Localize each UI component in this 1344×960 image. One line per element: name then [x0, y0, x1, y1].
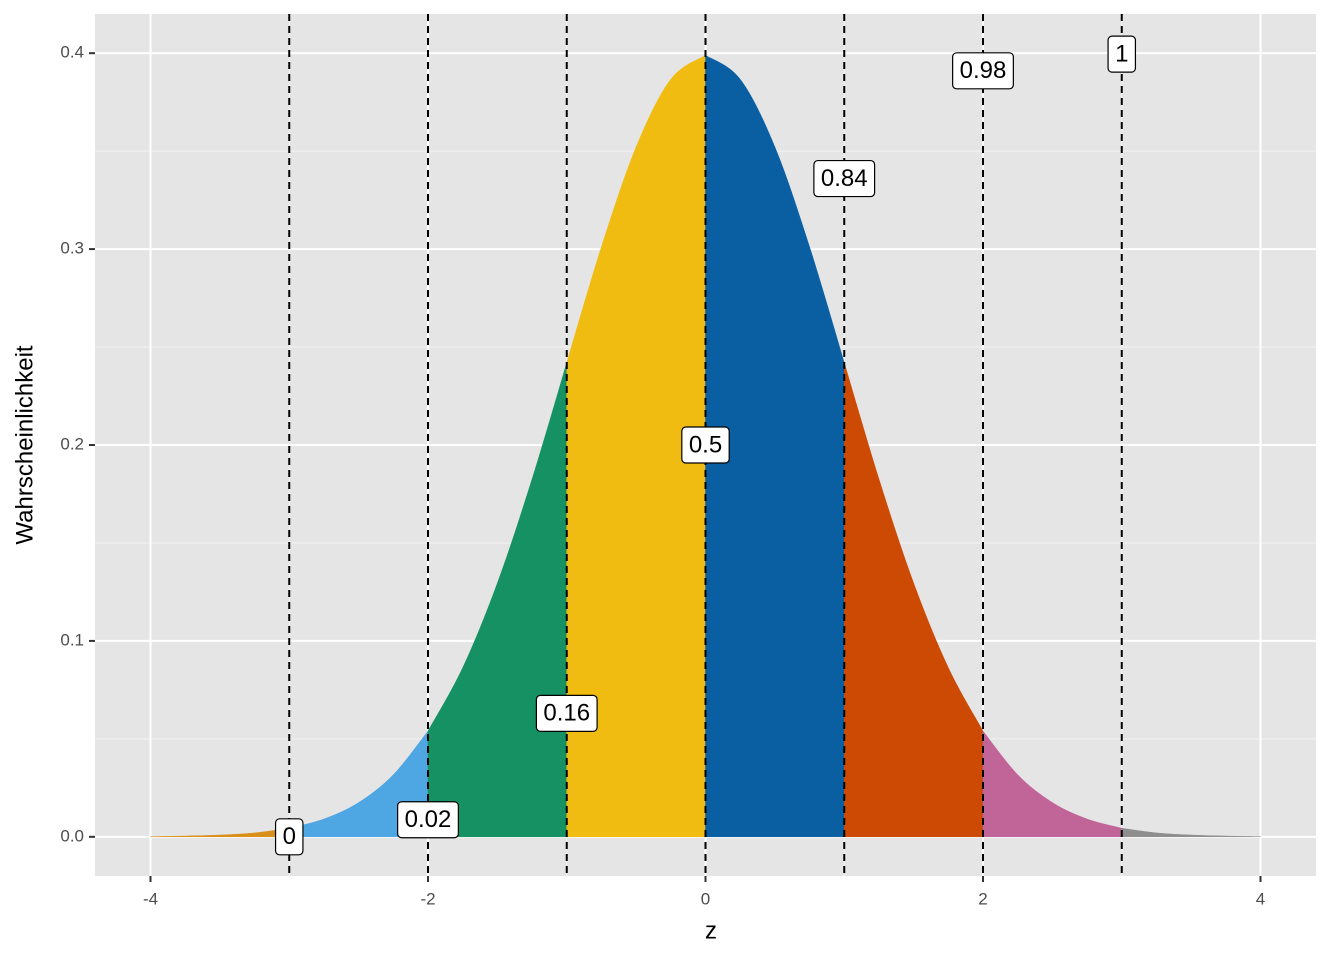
annotation-label: 0.98 — [960, 57, 1007, 84]
annotation: 0 — [274, 818, 304, 856]
area — [150, 827, 290, 838]
annotation-label: 0.16 — [543, 700, 590, 727]
x-tick-label: 2 — [978, 889, 987, 908]
x-tick-label: 4 — [1256, 889, 1265, 908]
annotation-box — [397, 801, 459, 839]
area — [427, 362, 567, 838]
annotation-box — [681, 426, 730, 464]
x-tick-label: -4 — [143, 889, 158, 908]
area — [566, 54, 706, 838]
x-axis-label: z — [705, 917, 717, 944]
annotation: 0.98 — [952, 52, 1014, 90]
annotation: 0.16 — [535, 694, 598, 732]
y-axis-label: Wahrscheinlichkeit — [11, 345, 38, 545]
x-tick-label: -2 — [420, 889, 435, 908]
annotation-box — [535, 694, 598, 732]
annotation-box — [274, 818, 304, 856]
y-tick-label: 0.0 — [60, 826, 84, 845]
area — [844, 362, 984, 838]
annotation-label: 1 — [1115, 41, 1128, 68]
annotation-label: 0.02 — [405, 806, 452, 833]
area — [982, 730, 1122, 838]
area — [289, 730, 429, 838]
annotation-box — [813, 159, 876, 198]
x-tick-label: 0 — [701, 889, 710, 908]
y-tick-label: 0.2 — [60, 434, 84, 453]
annotation-label: 0.5 — [689, 431, 722, 458]
annotation-label: 0.84 — [821, 165, 868, 192]
annotation: 0.84 — [813, 159, 876, 198]
annotation: 1 — [1107, 35, 1137, 73]
y-tick-label: 0.4 — [60, 43, 84, 62]
y-tick-label: 0.3 — [60, 239, 84, 258]
annotation-label: 0 — [283, 823, 296, 850]
annotation-box — [952, 52, 1014, 90]
y-tick-label: 0.1 — [60, 630, 84, 649]
area — [705, 54, 845, 838]
annotation: 0.02 — [397, 801, 459, 839]
annotation-box — [1107, 35, 1137, 73]
annotation: 0.5 — [681, 426, 730, 464]
area — [1121, 827, 1261, 838]
